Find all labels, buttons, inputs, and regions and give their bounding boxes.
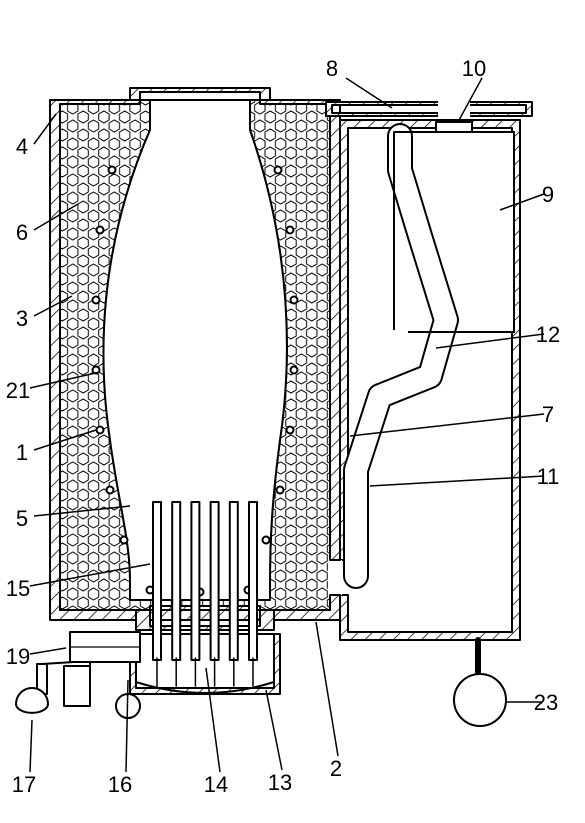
left-bracket bbox=[64, 666, 90, 706]
lead-line bbox=[30, 720, 32, 772]
lid bbox=[326, 102, 532, 116]
label-11: 11 bbox=[537, 464, 560, 489]
label-19: 19 bbox=[6, 644, 30, 669]
label-3: 3 bbox=[16, 306, 28, 331]
label-10: 10 bbox=[462, 56, 486, 81]
label-14: 14 bbox=[204, 772, 228, 797]
label-13: 13 bbox=[268, 770, 292, 795]
label-9: 9 bbox=[542, 182, 554, 207]
label-15: 15 bbox=[6, 576, 30, 601]
label-21: 21 bbox=[6, 378, 30, 403]
wheel-right bbox=[454, 674, 506, 726]
label-2: 2 bbox=[330, 756, 342, 781]
caster-wheel bbox=[16, 688, 48, 713]
label-17: 17 bbox=[12, 772, 36, 797]
label-23: 23 bbox=[534, 690, 558, 715]
lead-line bbox=[316, 622, 338, 756]
label-4: 4 bbox=[16, 134, 28, 159]
diagram-root: 8109127112321314161719155121364 bbox=[0, 0, 585, 823]
label-5: 5 bbox=[16, 506, 28, 531]
label-6: 6 bbox=[16, 220, 28, 245]
tank-port bbox=[436, 122, 472, 132]
label-12: 12 bbox=[536, 322, 560, 347]
lip bbox=[130, 88, 270, 100]
label-16: 16 bbox=[108, 772, 132, 797]
label-8: 8 bbox=[326, 56, 338, 81]
lead-line bbox=[206, 668, 220, 772]
label-7: 7 bbox=[542, 402, 554, 427]
lead-line bbox=[30, 648, 66, 654]
lead-line bbox=[266, 690, 282, 770]
label-1: 1 bbox=[16, 440, 28, 465]
